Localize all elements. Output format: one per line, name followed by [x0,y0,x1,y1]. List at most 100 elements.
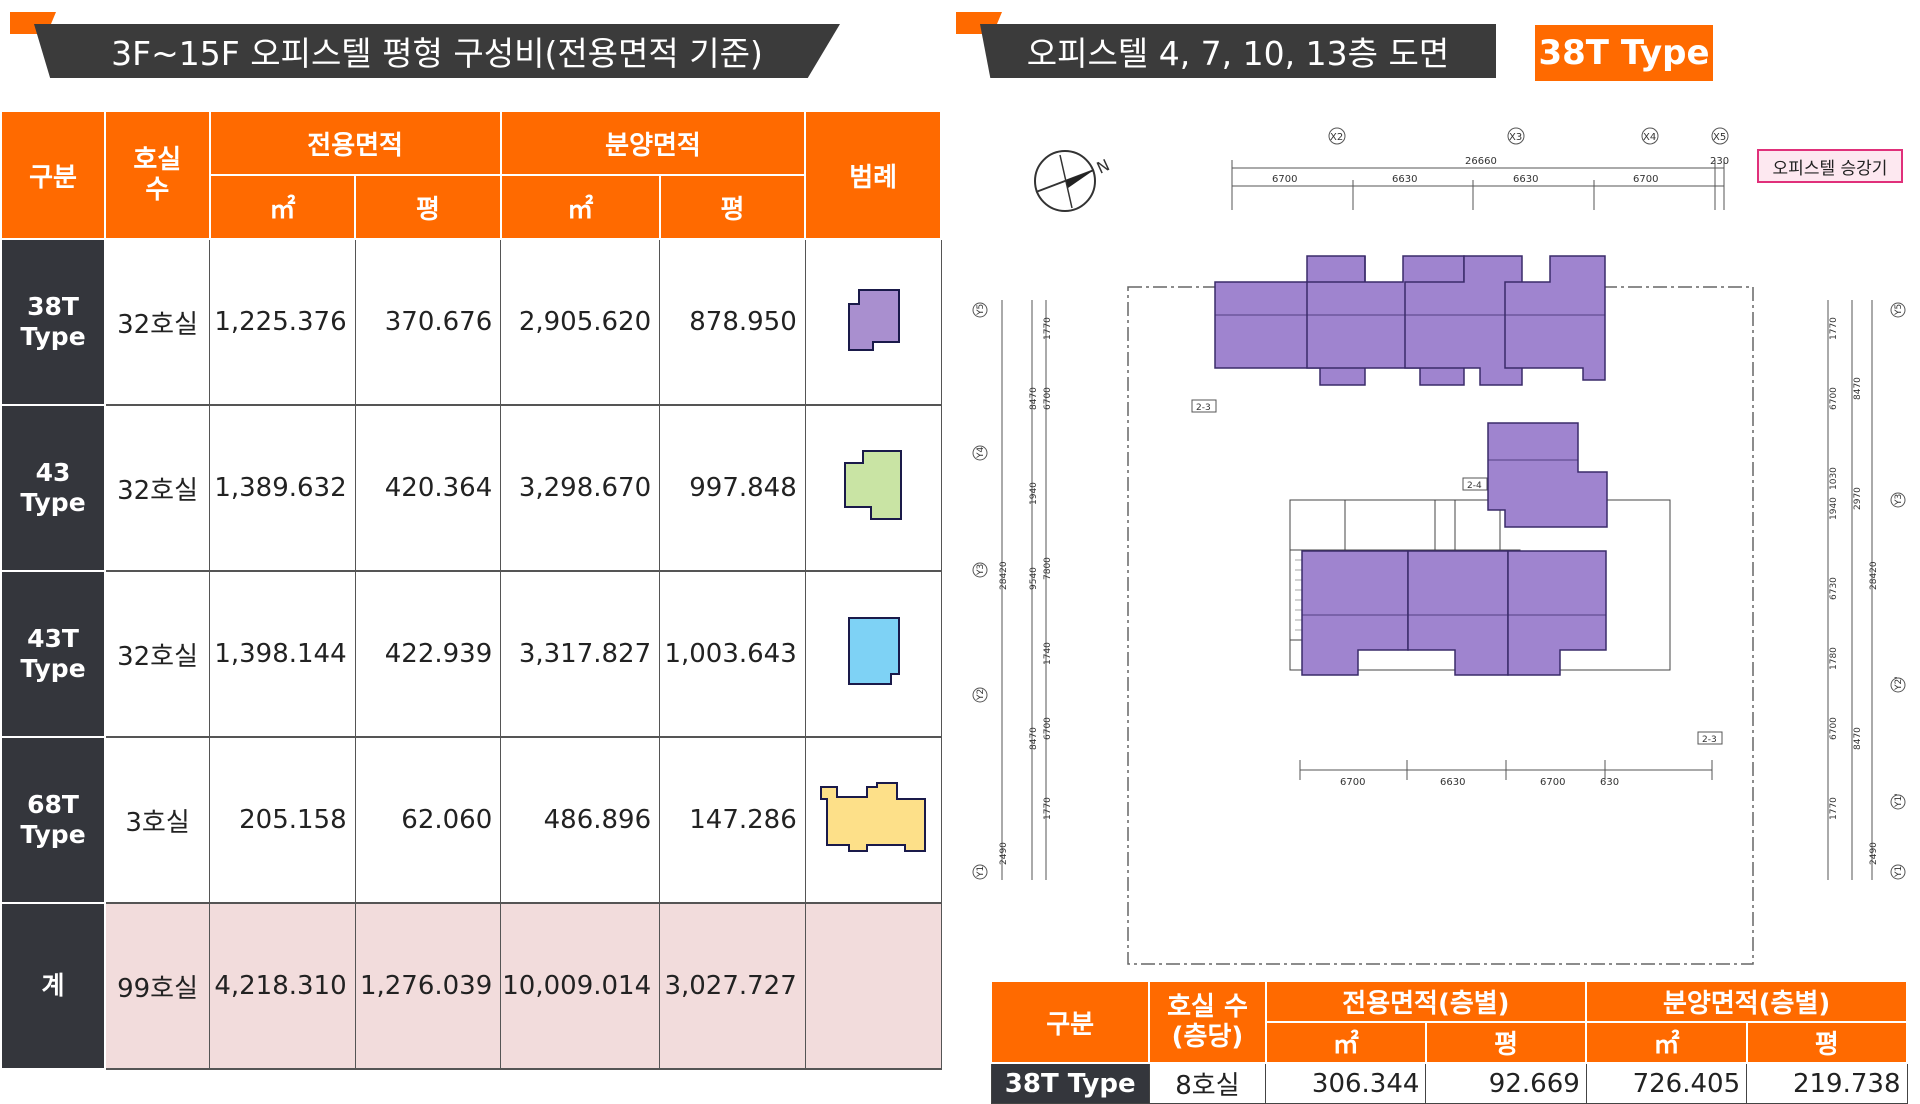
bt-row-excl-pyeong: 92.669 [1425,1062,1587,1104]
bt-row-sale-pyeong: 219.738 [1746,1062,1908,1104]
row-excl-pyeong: 422.939 [354,570,502,738]
grid-label-right: Y1 [1894,866,1904,878]
right-dim: 1770 [1829,797,1839,820]
unit-38t [1504,255,1606,381]
row-type: 38T Type [0,238,107,406]
row-sale-pyeong: 147.286 [659,736,806,904]
right-title-text: 오피스텔 4, 7, 10, 13층 도면 [1026,34,1450,73]
right-dim: 1030 [1829,467,1839,490]
grid-label-top: X5 [1713,132,1726,143]
row-sale-sqm: 2,905.620 [500,238,661,406]
bottom-dim-span: 6700 [1540,777,1565,788]
floor-plan-drawing: N X2 X3 X4 X5 26660 6700 6630 6630 6700 … [972,127,1906,965]
unit-tag: 2-3 [1702,735,1717,745]
left-dim: 9540 [1029,567,1039,590]
top-dim-span: 6700 [1633,174,1658,185]
bottom-dim-span: 630 [1600,777,1619,788]
grid-label-left: Y1 [976,866,986,878]
right-dim: 1780 [1829,647,1839,670]
table-row: 38T Type 8호실 306.344 92.669 726.405 219.… [990,1062,1908,1104]
row-rooms: 32호실 [104,570,211,738]
row-sale-sqm: 3,317.827 [500,570,661,738]
grid-label-top: X4 [1643,132,1656,143]
row-excl-sqm: 1,398.144 [209,570,356,738]
header-sale-sqm: ㎡ [499,174,661,240]
left-dim: 8470 [1029,727,1039,750]
grid-label-left: Y3 [976,564,986,576]
row-sale-sqm: 486.896 [500,736,661,904]
type-badge: 38T Type [1535,25,1713,81]
total-excl-pyeong: 1,276.039 [354,902,502,1070]
bottom-dim-span: 6700 [1340,777,1365,788]
row-excl-sqm: 205.158 [209,736,356,904]
row-excl-sqm: 1,389.632 [209,404,356,572]
unit-tag: 2-4 [1467,481,1482,491]
grid-label-left: Y2 [976,689,986,701]
bt-row-rooms: 8호실 [1148,1062,1267,1104]
header-exclusive-area: 전용면적 [208,110,502,176]
unit-38t [1507,550,1607,676]
left-dim: 1740 [1043,642,1053,665]
left-dim: 8470 [1029,387,1039,410]
floor-plan-units [1214,255,1608,676]
left-section-title: 3F~15F 오피스텔 평형 구성비(전용면적 기준) [34,24,840,78]
north-arrow-icon: N [1034,150,1113,212]
bt-header-excl-pyeong: 평 [1424,1021,1588,1064]
header-legend: 범례 [804,110,942,240]
right-dim: 2490 [1869,842,1879,865]
row-type: 68T Type [0,736,107,904]
legend-43-icon [804,404,942,572]
row-rooms: 32호실 [104,238,211,406]
right-dim: 6730 [1829,577,1839,600]
row-excl-pyeong: 62.060 [354,736,502,904]
left-dim: 1940 [1029,482,1039,505]
total-rooms: 99호실 [104,902,211,1070]
grid-label-right: Y5 [1894,304,1904,316]
total-label: 계 [0,902,107,1070]
right-dim: 28420 [1869,561,1879,590]
left-dim: 1770 [1043,797,1053,820]
row-sale-pyeong: 997.848 [659,404,806,572]
grid-label-left: Y4 [976,447,986,459]
bt-row-sale-sqm: 726.405 [1585,1062,1748,1104]
bt-row-type: 38T Type [990,1062,1150,1104]
table-row: 43T Type 32호실 1,398.144 422.939 3,317.82… [0,570,942,738]
total-excl-sqm: 4,218.310 [209,902,356,1070]
table-row: 43 Type 32호실 1,389.632 420.364 3,298.670… [0,404,942,572]
grid-label-top: X3 [1509,132,1522,143]
bt-header-exclusive: 전용면적(층별) [1264,980,1588,1023]
left-title-text: 3F~15F 오피스텔 평형 구성비(전용면적 기준) [111,34,763,73]
bt-header-sale-sqm: ㎡ [1585,1021,1748,1064]
elevator-legend-text: 오피스텔 승강기 [1772,158,1888,179]
header-excl-pyeong: 평 [354,174,502,240]
right-dim: 1770 [1829,317,1839,340]
right-section-title: 오피스텔 4, 7, 10, 13층 도면 [980,24,1496,78]
top-dim-span: 6700 [1272,174,1297,185]
row-sale-pyeong: 878.950 [659,238,806,406]
top-dim-span: 6630 [1392,174,1417,185]
row-sale-pyeong: 1,003.643 [659,570,806,738]
row-excl-pyeong: 420.364 [354,404,502,572]
table-total-row: 계 99호실 4,218.310 1,276.039 10,009.014 3,… [0,902,942,1070]
grid-label-right: Y1' [1894,793,1904,808]
header-excl-sqm: ㎡ [208,174,357,240]
left-dim: 6700 [1043,717,1053,740]
north-label: N [1094,155,1113,177]
grid-label-top: X2 [1330,132,1343,143]
row-excl-sqm: 1,225.376 [209,238,356,406]
grid-label-right: Y3 [1894,494,1904,506]
bt-row-excl-sqm: 306.344 [1265,1062,1427,1104]
left-dim: 6700 [1043,387,1053,410]
bt-header-excl-sqm: ㎡ [1264,1021,1427,1064]
row-rooms: 32호실 [104,404,211,572]
legend-43t-icon [804,570,942,738]
total-sale-pyeong: 3,027.727 [659,902,806,1070]
left-dim: 7800 [1043,557,1053,580]
elevator-legend: 오피스텔 승강기 [1757,149,1903,183]
total-legend-empty [804,902,942,1070]
right-dim: 8470 [1853,377,1863,400]
unit-38t [1487,422,1608,528]
legend-68t-icon [804,736,942,904]
right-dim: 1940 [1829,497,1839,520]
grid-label-left: Y5 [976,304,986,316]
